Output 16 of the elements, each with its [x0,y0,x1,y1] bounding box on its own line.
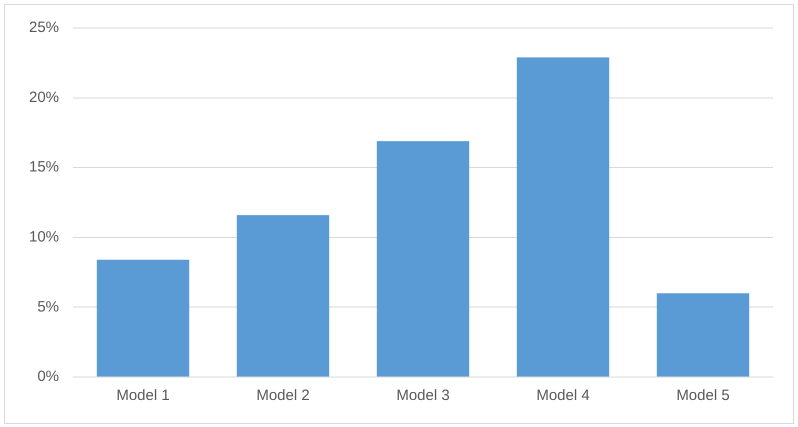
x-tick-label: Model 1 [116,387,170,404]
y-tick-label: 10% [28,228,60,246]
x-tick-label: Model 2 [256,387,310,404]
y-tick-label: 5% [37,298,60,316]
x-tick-label: Model 4 [536,387,590,404]
y-tick-label: 15% [28,158,60,176]
bar [516,57,610,376]
bar [236,215,330,376]
bar [376,141,470,376]
y-tick-label: 20% [28,88,60,106]
bar [96,260,190,376]
x-tick-label: Model 5 [676,387,730,404]
bar [656,293,750,376]
x-tick-label: Model 3 [396,387,450,404]
y-tick-label: 0% [37,368,60,386]
y-tick-label: 25% [28,19,60,36]
